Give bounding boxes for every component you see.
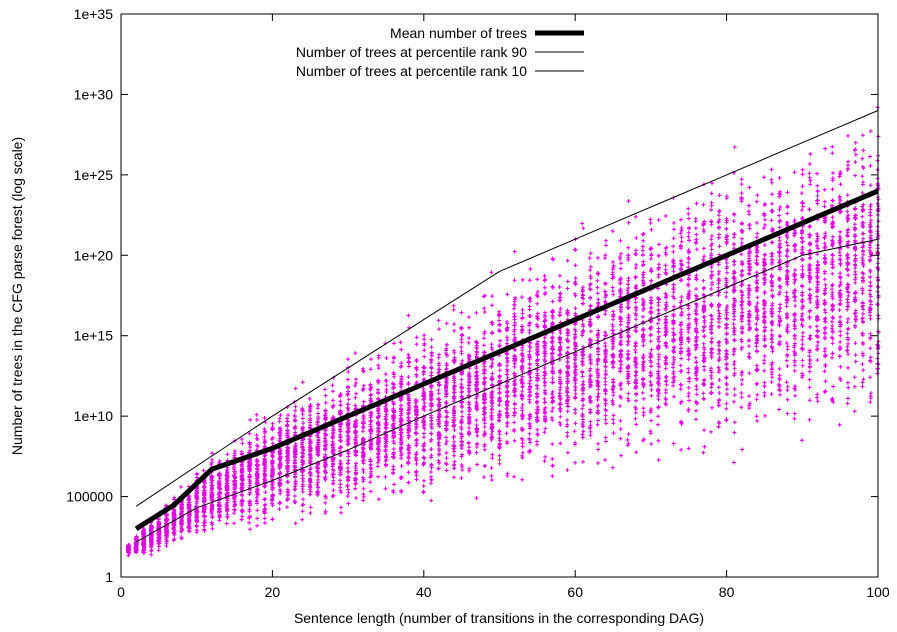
scatter-points-length-12 [209, 451, 215, 531]
legend-label-0: Mean number of trees [390, 25, 527, 41]
series-lines [134, 110, 879, 543]
scatter-points-length-66 [618, 238, 624, 458]
scatter-points-length-44 [451, 303, 457, 480]
scatter-points-length-92 [814, 171, 820, 404]
x-axis-label: Sentence length (number of transitions i… [294, 610, 704, 626]
series-line-0 [134, 188, 879, 531]
scatter-points-length-85 [761, 175, 767, 418]
scatter-points-length-40 [421, 333, 427, 495]
scatter-points-length-50 [496, 309, 503, 466]
axis-ticks: 0 20 40 60 80 100 1 100000 1e+10 1e+15 1e+20 1e+25 1… [66, 6, 890, 600]
scatter-points-length-39 [413, 335, 419, 482]
scatter-points-length-49 [489, 270, 495, 482]
y-tick-label-3: 1e+15 [74, 328, 114, 344]
scatter-points-length-94 [830, 144, 836, 405]
scatter-points-length-83 [746, 185, 752, 411]
x-tick-label-1: 20 [265, 584, 281, 600]
scatter-points-length-21 [277, 413, 283, 511]
scatter-points-length-97 [852, 140, 858, 414]
scatter-points-length-98 [860, 133, 866, 389]
scatter-points-length-3 [141, 526, 147, 555]
scatter-points-length-38 [406, 313, 412, 485]
scatter-points-length-88 [784, 190, 790, 416]
x-tick-label-5: 100 [866, 584, 890, 600]
y-axis-label: Number of trees in the CFG parse forest … [9, 137, 25, 455]
series-line-2 [135, 238, 879, 543]
scatter-points-length-34 [375, 353, 381, 502]
scatter-points-length-27 [322, 387, 328, 515]
x-tick-label-2: 40 [416, 584, 432, 600]
legend-label-2: Number of trees at percentile rank 10 [296, 63, 527, 79]
scatter-points-length-47 [474, 310, 480, 501]
scatter-points-length-70 [648, 217, 654, 446]
scatter-points-length-6 [163, 503, 169, 548]
scatter-points-length-72 [663, 214, 669, 407]
scatter-points-length-26 [315, 402, 321, 497]
scatter-points-length-56 [542, 274, 548, 463]
scatter-points-length-23 [292, 386, 298, 526]
scatter-points-length-36 [390, 341, 397, 495]
scatter-points-length-48 [481, 293, 487, 480]
scatter-points-length-91 [807, 152, 813, 422]
scatter-points-length-51 [504, 292, 510, 478]
scatter-points-length-80 [724, 194, 730, 423]
scatter-points-length-20 [269, 421, 275, 522]
scatter-points-length-55 [534, 277, 540, 447]
scatter-points-length-74 [678, 217, 684, 452]
y-tick-label-6: 1e+30 [74, 86, 114, 102]
scatter-points-length-86 [769, 167, 775, 397]
scatter-points-length-65 [610, 229, 616, 470]
scatter-points-length-75 [686, 206, 692, 451]
scatter-points-length-84 [754, 193, 760, 423]
scatter-points-length-61 [580, 221, 586, 464]
scatter-points-length-69 [640, 231, 646, 443]
scatter-points-length-37 [398, 340, 404, 494]
plot-frame [120, 13, 879, 578]
scatter-points-length-25 [307, 396, 313, 515]
scatter-points-length-99 [867, 129, 873, 404]
scatter-points-length-82 [739, 177, 745, 452]
y-tick-label-2: 1e+10 [74, 408, 114, 424]
x-tick-label-0: 0 [117, 584, 125, 600]
x-tick-label-3: 60 [567, 584, 583, 600]
y-tick-label-1: 100000 [66, 489, 113, 505]
scatter-points-length-79 [716, 193, 722, 429]
scatter-points-length-52 [512, 249, 518, 479]
scatter-points-length-59 [565, 258, 571, 472]
scatter-points-length-71 [655, 218, 662, 462]
scatter-points-length-16 [239, 437, 245, 522]
y-tick-label-5: 1e+25 [74, 167, 114, 183]
y-tick-label-4: 1e+20 [74, 247, 114, 263]
scatter-points-length-62 [587, 251, 593, 438]
scatter-points-length-45 [459, 310, 465, 480]
x-tick-label-4: 80 [719, 584, 735, 600]
scatter-points-length-4 [148, 519, 154, 557]
scatter-points-length-32 [360, 366, 366, 503]
scatter-points-length-5 [156, 512, 162, 553]
scatter-points-length-14 [224, 452, 230, 526]
scatter-points-length-78 [708, 181, 714, 434]
scatter-points-length-90 [799, 167, 805, 443]
scatter-points-length-64 [602, 238, 609, 462]
scatter-points-length-87 [777, 176, 783, 412]
scatter-points-length-1 [126, 542, 132, 558]
scatter-points-length-33 [368, 357, 374, 494]
scatter-points-length-76 [693, 201, 699, 422]
legend-label-1: Number of trees at percentile rank 90 [296, 44, 527, 60]
legend: Mean number of trees Number of trees at p… [296, 25, 584, 79]
y-tick-label-7: 1e+35 [74, 6, 114, 22]
y-tick-label-0: 1 [105, 569, 113, 585]
scatter-points-length-89 [792, 170, 798, 421]
series-line-1 [135, 110, 879, 507]
